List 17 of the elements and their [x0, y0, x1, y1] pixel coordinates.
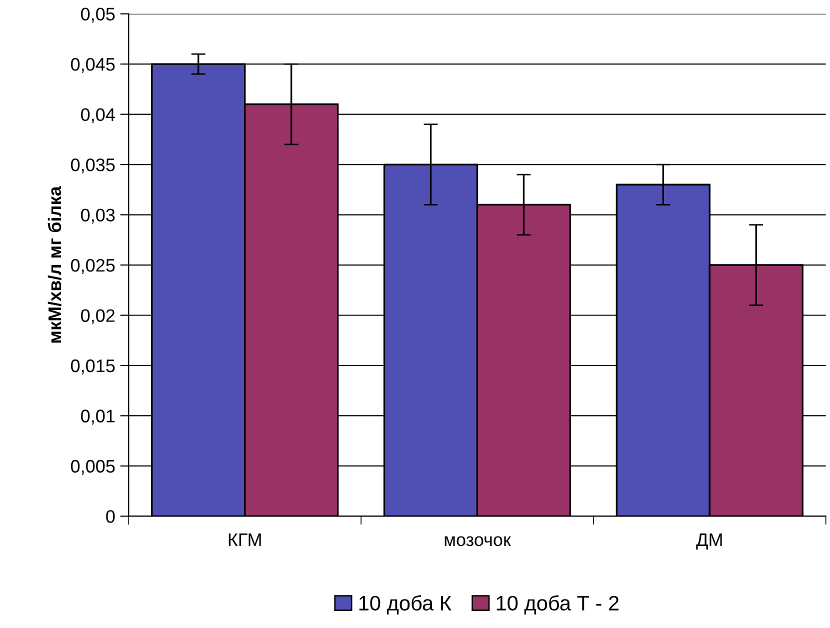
y-tick-label: 0,015: [70, 359, 115, 374]
y-tick-label: 0: [106, 510, 115, 523]
x-tick-label: ДМ: [696, 534, 722, 550]
y-tick-label: 0,05: [81, 8, 115, 23]
y-tick-label: 0,01: [81, 410, 115, 425]
x-tick-label: КГМ: [228, 534, 261, 546]
x-tick-label: мозочок: [444, 536, 511, 546]
y-tick-label: 0,045: [70, 58, 115, 73]
y-tick-label: 0,035: [70, 158, 115, 174]
y-tick-label: 0,005: [70, 460, 115, 475]
y-axis-title: мкМ/хв/л мг білка: [48, 186, 62, 343]
legend-label: 10 доба Т - 2: [496, 595, 619, 615]
y-tick-label: 0,03: [81, 208, 115, 224]
y-tick-label: 0,025: [70, 258, 115, 274]
y-tick-label: 0,04: [81, 108, 115, 124]
y-tick-label: 0,02: [81, 309, 115, 324]
legend-label: 10 доба К: [359, 595, 452, 615]
